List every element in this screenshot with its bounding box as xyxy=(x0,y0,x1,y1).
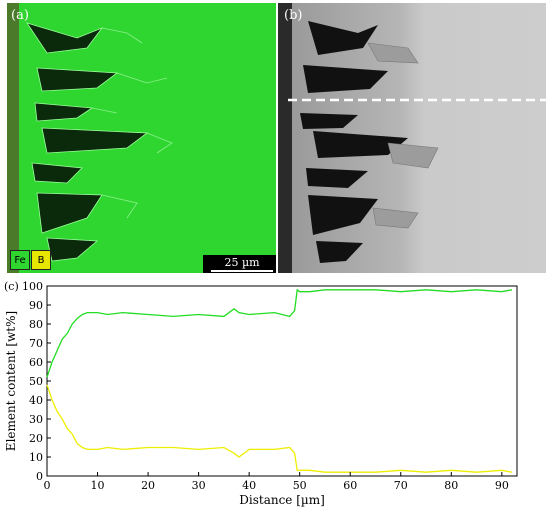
panel-b-letter: (b) xyxy=(284,8,302,23)
y-axis-label: Element content [wt%] xyxy=(4,311,18,451)
x-tick-label: 70 xyxy=(394,479,408,492)
legend-b-swatch: B xyxy=(31,250,51,270)
scale-bar-label: 25 µm xyxy=(224,256,260,269)
y-tick-label: 40 xyxy=(29,394,43,407)
sem-image: (b) xyxy=(278,3,546,273)
x-tick-label: 10 xyxy=(91,479,105,492)
y-tick-label: 90 xyxy=(29,299,43,312)
eds-map-image: (a) xyxy=(7,3,276,273)
plot-area xyxy=(46,285,518,477)
y-tick-label: 80 xyxy=(29,318,43,331)
y-tick-label: 10 xyxy=(29,451,43,464)
x-axis-label: Distance [µm] xyxy=(239,493,325,507)
x-tick-label: 90 xyxy=(495,479,509,492)
y-tick-label: 0 xyxy=(36,470,43,483)
series-line-b xyxy=(46,384,513,473)
x-tick-label: 60 xyxy=(343,479,357,492)
y-tick-label: 70 xyxy=(29,337,43,350)
legend-fe-swatch: Fe xyxy=(10,250,30,270)
line-scan-chart: (c) 0 10 20 30 40 50 60 70 80 90 0 10 20 30 40 50 60 70 8… xyxy=(4,280,518,507)
scale-bar: 25 µm xyxy=(203,255,276,273)
x-tick-label: 20 xyxy=(141,479,155,492)
y-tick-label: 30 xyxy=(29,413,43,426)
x-tick-label: 40 xyxy=(242,479,256,492)
x-tick-label: 50 xyxy=(293,479,307,492)
x-tick-label: 0 xyxy=(44,479,51,492)
legend-fe-label: Fe xyxy=(14,254,26,266)
eds-map-panel: (a) Fe B 25 µm xyxy=(7,3,276,273)
y-tick-label: 50 xyxy=(29,375,43,388)
y-tick-label: 100 xyxy=(22,280,43,293)
panel-c-letter: (c) xyxy=(4,280,19,293)
y-tick-label: 20 xyxy=(29,432,43,445)
y-tick-label: 60 xyxy=(29,356,43,369)
sem-image-panel: (b) xyxy=(278,3,546,273)
series-line-fe xyxy=(46,288,513,378)
scale-bar-line xyxy=(211,270,273,272)
panel-a-letter: (a) xyxy=(11,8,29,23)
x-tick-label: 30 xyxy=(192,479,206,492)
x-tick-label: 80 xyxy=(444,479,458,492)
legend-b-label: B xyxy=(37,254,45,266)
